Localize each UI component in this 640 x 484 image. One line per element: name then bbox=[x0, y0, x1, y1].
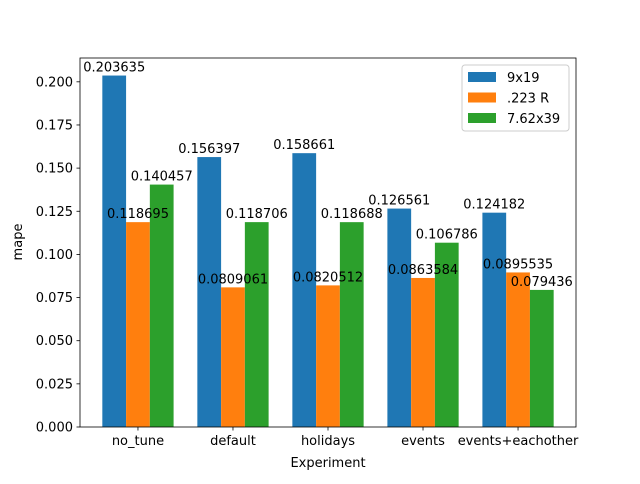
x-tick-label: events bbox=[401, 434, 445, 449]
y-tick-label: 0.175 bbox=[36, 118, 73, 133]
data-label: 0.0820512 bbox=[293, 270, 363, 285]
data-label: 0.118688 bbox=[321, 207, 383, 222]
legend-label: 7.62x39 bbox=[507, 112, 560, 127]
y-tick-label: 0.050 bbox=[36, 334, 73, 349]
y-tick-label: 0.200 bbox=[36, 75, 73, 90]
y-tick-label: 0.025 bbox=[36, 377, 73, 392]
data-label: 0.126561 bbox=[368, 194, 430, 209]
data-label: 0.203635 bbox=[83, 61, 145, 76]
bar-holidays-.223 R bbox=[316, 285, 340, 427]
bar-events+eachother-.223 R bbox=[506, 272, 530, 427]
x-axis-label: Experiment bbox=[290, 456, 365, 471]
legend-label: 9x19 bbox=[507, 71, 540, 86]
bar-events-.223 R bbox=[411, 277, 435, 427]
data-label: 0.156397 bbox=[178, 142, 240, 157]
data-label: 0.106786 bbox=[416, 228, 478, 243]
data-label: 0.0895535 bbox=[483, 257, 553, 272]
data-label: 0.0809061 bbox=[198, 272, 268, 287]
y-axis-label: mape bbox=[11, 224, 26, 261]
y-tick-label: 0.100 bbox=[36, 248, 73, 263]
y-tick-label: 0.000 bbox=[36, 421, 73, 436]
bar-no_tune-.223 R bbox=[126, 222, 150, 427]
x-tick-label: events+eachother bbox=[458, 434, 579, 449]
legend-swatch bbox=[468, 92, 496, 103]
legend-label: .223 R bbox=[507, 92, 549, 107]
bar-events+eachother-9x19 bbox=[482, 212, 507, 427]
data-label: 0.118706 bbox=[226, 207, 288, 222]
bar-events-7.62x39 bbox=[434, 242, 459, 427]
legend-swatch bbox=[468, 72, 496, 82]
bar-holidays-7.62x39 bbox=[339, 222, 364, 427]
x-tick-label: no_tune bbox=[112, 434, 164, 449]
y-tick-label: 0.125 bbox=[36, 205, 73, 220]
bar-no_tune-7.62x39 bbox=[149, 184, 174, 427]
bar-holidays-9x19 bbox=[292, 153, 317, 427]
legend: 9x19 .223 R 7.62x39 bbox=[461, 64, 570, 132]
x-tick-label: default bbox=[210, 434, 256, 449]
bar-default-7.62x39 bbox=[244, 222, 269, 427]
data-label: 0.140457 bbox=[131, 170, 193, 185]
bar-no_tune-9x19 bbox=[102, 75, 127, 428]
bar-default-.223 R bbox=[221, 287, 245, 427]
data-label: 0.124182 bbox=[463, 198, 525, 213]
y-tick-label: 0.150 bbox=[36, 162, 73, 177]
y-tick-label: 0.075 bbox=[36, 291, 73, 306]
bar-events-9x19 bbox=[387, 208, 412, 427]
data-label: 0.079436 bbox=[511, 275, 573, 290]
bar-events+eachother-7.62x39 bbox=[529, 289, 554, 427]
data-label: 0.158661 bbox=[273, 138, 335, 153]
data-label: 0.118695 bbox=[107, 207, 169, 222]
legend-swatch bbox=[468, 113, 496, 123]
x-tick-label: holidays bbox=[301, 434, 355, 449]
data-label: 0.0863584 bbox=[388, 263, 458, 278]
bar-default-9x19 bbox=[197, 157, 222, 428]
